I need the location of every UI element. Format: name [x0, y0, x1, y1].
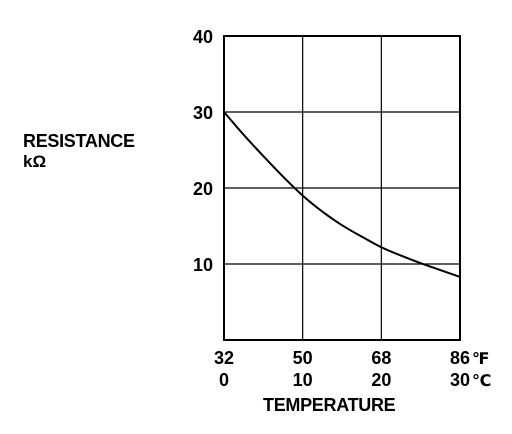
x-tick-label-fahrenheit-86: 86: [450, 348, 470, 368]
y-tick-label-40: 40: [193, 27, 213, 47]
x-axis-label: TEMPERATURE: [263, 395, 396, 415]
x-tick-label-fahrenheit-68: 68: [371, 348, 391, 368]
x-unit-celsius: ℃: [472, 373, 491, 390]
x-tick-label-celsius-20: 20: [371, 370, 391, 390]
x-tick-label-celsius-30: 30: [450, 370, 470, 390]
plot-frame: [223, 35, 461, 341]
y-tick-labels: 10 20 30 40: [193, 27, 213, 275]
y-tick-label-10: 10: [193, 255, 213, 275]
grid-lines: [224, 35, 460, 340]
x-tick-label-celsius-0: 0: [219, 370, 229, 390]
y-tick-label-20: 20: [193, 179, 213, 199]
x-tick-label-fahrenheit-32: 32: [214, 348, 234, 368]
y-axis-label: RESISTANCE: [23, 131, 135, 151]
resistance-curve: [223, 111, 461, 278]
y-tick-label-30: 30: [193, 103, 213, 123]
x-unit-fahrenheit: ℉: [472, 351, 489, 368]
x-tick-label-fahrenheit-50: 50: [293, 348, 313, 368]
x-tick-label-celsius-10: 10: [293, 370, 313, 390]
y-axis-unit: kΩ: [23, 152, 47, 171]
